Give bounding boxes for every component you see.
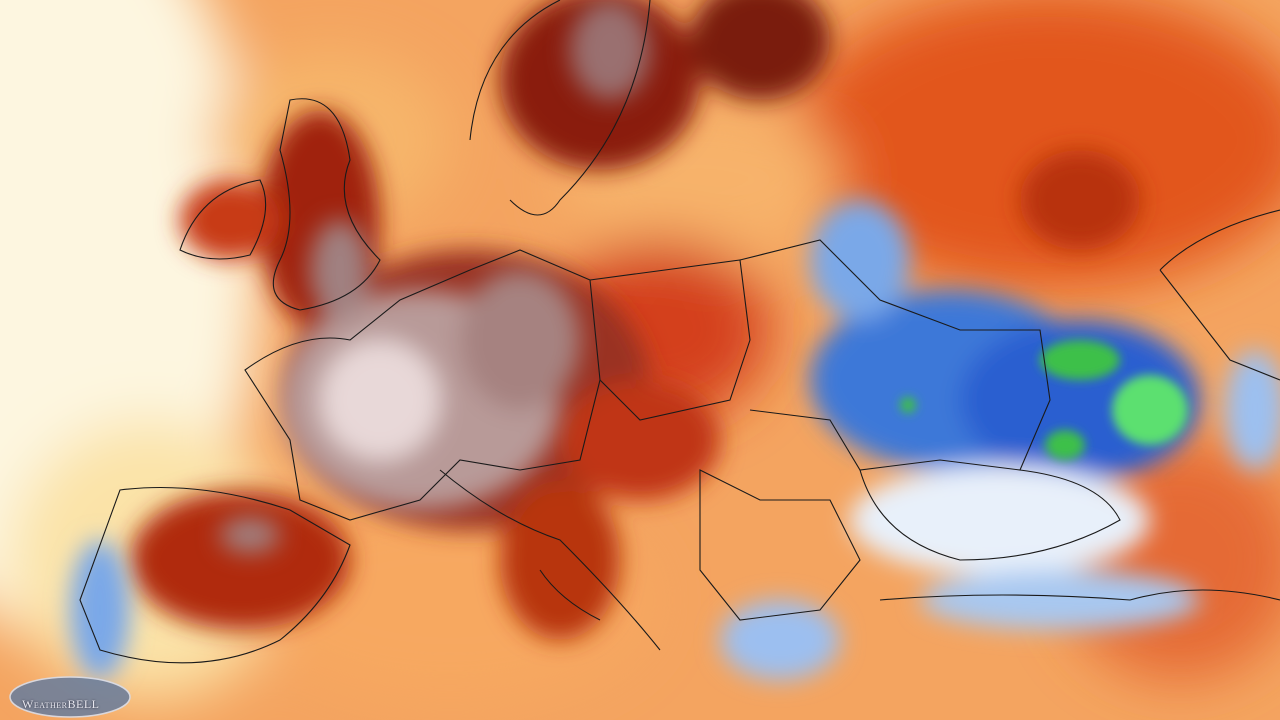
borders xyxy=(79,0,1280,664)
record-core xyxy=(220,0,650,553)
logo-text: WeatherBELL xyxy=(22,697,100,711)
cold-core xyxy=(900,340,1188,460)
logo-badge xyxy=(9,676,131,718)
